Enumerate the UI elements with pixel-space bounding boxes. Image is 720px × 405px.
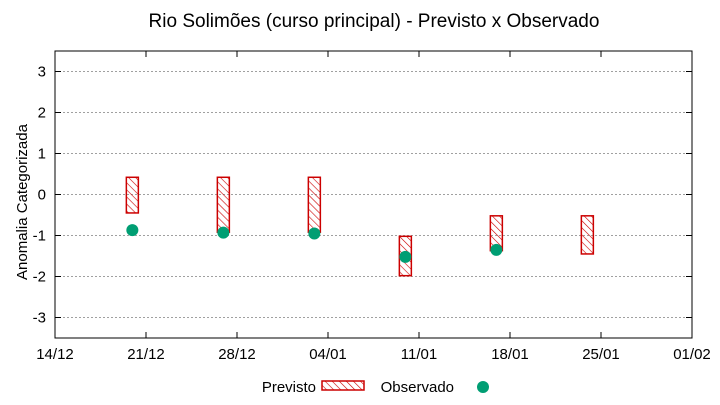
- x-tick-label: 01/02: [673, 346, 711, 363]
- y-tick-label: -2: [33, 269, 46, 286]
- y-axis-label: Anomalia Categorizada: [14, 123, 31, 280]
- y-tick-label: 1: [38, 146, 46, 163]
- previsto-bar: [216, 176, 231, 233]
- x-tick-label: 21/12: [127, 346, 165, 363]
- previsto-series: [125, 176, 595, 277]
- x-tick-labels: 14/12 21/12 28/12 04/01 11/01 18/01 25/01 01/02: [36, 346, 711, 363]
- x-tick-label: 25/01: [582, 346, 620, 363]
- x-tick-label: 18/01: [491, 346, 529, 363]
- y-tick-labels: -3 -2 -1 0 1 2 3: [33, 64, 46, 327]
- x-tick-label: 11/01: [401, 346, 437, 363]
- chart-title: Rio Solimões (curso principal) - Previst…: [149, 11, 600, 32]
- x-tick-label: 04/01: [309, 346, 347, 363]
- y-tick-label: 2: [38, 105, 46, 122]
- legend-swatch-previsto: [321, 380, 365, 391]
- previsto-bar: [580, 215, 595, 255]
- grid-lines: [55, 71, 692, 318]
- plot-frame: [54, 50, 693, 339]
- legend-label-previsto: Previsto: [262, 379, 316, 396]
- x-tick-label: 14/12: [36, 346, 74, 363]
- legend-label-observado: Observado: [381, 379, 454, 396]
- observado-series: [126, 224, 503, 263]
- y-tick-label: -3: [33, 310, 46, 327]
- observado-point: [490, 243, 503, 256]
- legend-marker-observado: [477, 381, 489, 393]
- observado-point: [126, 224, 139, 237]
- observado-point: [399, 250, 412, 263]
- y-tick-label: 0: [38, 187, 46, 204]
- x-tick-label: 28/12: [218, 346, 256, 363]
- observado-point: [217, 226, 230, 239]
- previsto-bar: [125, 176, 140, 214]
- legend: Previsto Observado: [262, 379, 489, 396]
- previsto-bar: [307, 176, 322, 233]
- y-tick-label: -1: [33, 228, 46, 245]
- y-tick-label: 3: [38, 64, 46, 81]
- observado-point: [308, 227, 321, 240]
